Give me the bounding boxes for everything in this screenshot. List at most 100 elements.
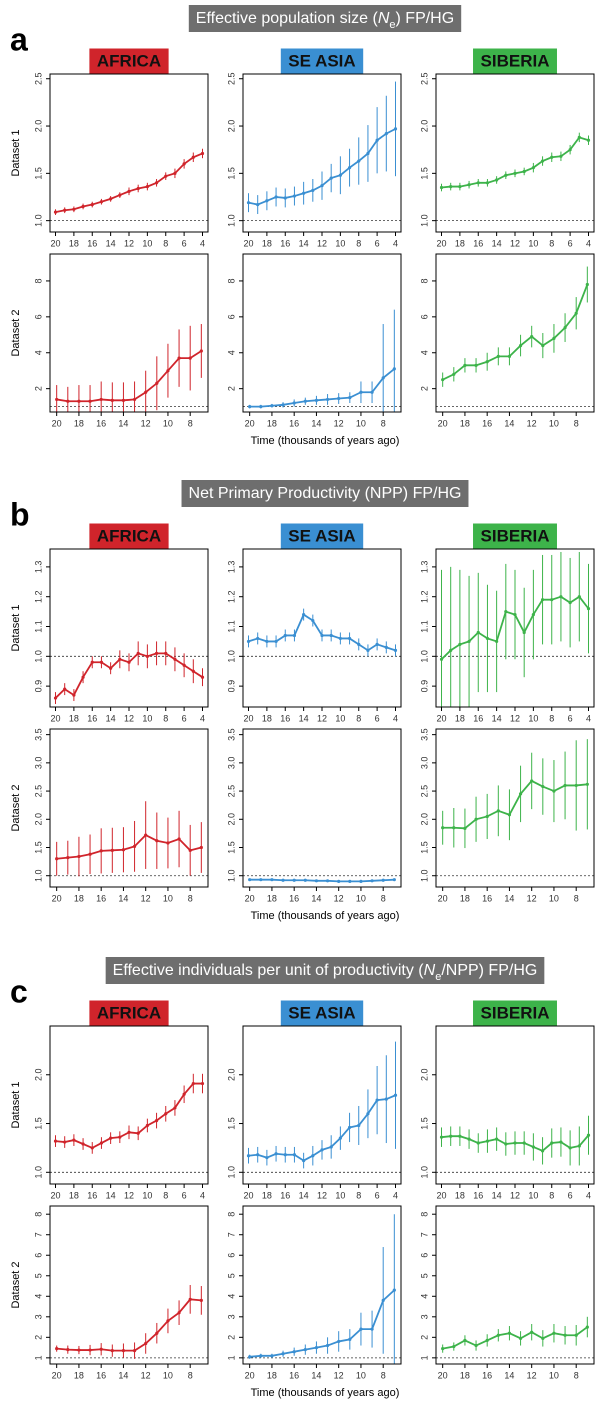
- point: [518, 792, 523, 796]
- x-axis-label: Time (thousands of years ago): [251, 1387, 400, 1399]
- point: [530, 334, 534, 339]
- chart-title: AFRICA: [97, 1003, 161, 1022]
- x-tick-label: 6: [568, 713, 573, 723]
- point: [563, 326, 567, 330]
- y-tick-label: 3: [33, 1314, 43, 1319]
- y-tick-label: 2.5: [226, 785, 236, 798]
- point: [155, 381, 159, 385]
- y-tick-label: 2: [419, 386, 429, 391]
- x-tick-label: 20: [245, 418, 255, 428]
- series-line: [249, 878, 395, 883]
- point: [366, 648, 370, 652]
- y-tick-label: 0.9: [33, 680, 43, 693]
- y-tick-label: 1.2: [33, 590, 43, 603]
- y-tick-label: 4: [419, 1294, 429, 1299]
- y-tick-label: 3.0: [226, 757, 236, 770]
- x-tick-label: 8: [549, 713, 554, 723]
- series-line: [56, 350, 202, 403]
- point: [270, 1354, 274, 1358]
- title-part: /NPP) FP/HG: [441, 962, 537, 979]
- point: [274, 639, 278, 644]
- x-tick-label: 14: [118, 418, 128, 428]
- point: [292, 1153, 297, 1157]
- x-tick-label: 8: [163, 713, 168, 723]
- y-tick-label: 1.0: [226, 214, 236, 227]
- y-tick-label: 1.2: [226, 590, 236, 603]
- x-tick-label: 10: [335, 238, 345, 248]
- x-tick-label: 12: [527, 1370, 537, 1380]
- point: [574, 783, 578, 788]
- y-axis-label: Dataset 2: [10, 784, 22, 831]
- point: [55, 857, 59, 861]
- y-tick-label: 2.0: [419, 1069, 429, 1082]
- x-tick-label: 18: [74, 418, 84, 428]
- x-tick-label: 18: [455, 238, 465, 248]
- x-tick-label: 8: [188, 1370, 193, 1380]
- x-tick-label: 20: [244, 713, 254, 723]
- point: [463, 826, 467, 830]
- x-tick-label: 10: [142, 1190, 152, 1200]
- point: [164, 174, 168, 178]
- x-tick-label: 8: [381, 893, 386, 903]
- y-tick-label: 1.1: [419, 620, 429, 633]
- point: [200, 151, 205, 156]
- x-tick-label: 16: [289, 893, 299, 903]
- point: [513, 612, 517, 617]
- y-tick-label: 1.0: [226, 650, 236, 663]
- point: [248, 1355, 252, 1359]
- point: [325, 397, 330, 402]
- y-tick-label: 1.2: [419, 590, 429, 603]
- point: [127, 1130, 131, 1134]
- point: [568, 148, 572, 152]
- point: [292, 1350, 296, 1354]
- point: [541, 784, 545, 789]
- point: [467, 183, 471, 187]
- chart-title: AFRICA: [97, 51, 161, 70]
- x-tick-label: 8: [574, 1370, 579, 1380]
- region-bg: [88, 522, 170, 551]
- point: [265, 1156, 269, 1160]
- point: [563, 783, 567, 788]
- plot-frame: [242, 728, 402, 888]
- y-tick-label: 1.0: [419, 214, 429, 227]
- x-tick-label: 8: [356, 1190, 361, 1200]
- point: [90, 1146, 94, 1150]
- y-tick-label: 5: [33, 1273, 43, 1278]
- point: [81, 204, 85, 209]
- panel-letter: a: [10, 21, 28, 57]
- plot-area: [50, 801, 208, 877]
- x-tick-label: 20: [438, 1370, 448, 1380]
- x-tick-label: 4: [200, 1190, 205, 1200]
- x-tick-label: 10: [163, 1370, 173, 1380]
- point: [467, 1137, 471, 1141]
- y-tick-label: 6: [226, 314, 236, 319]
- point: [384, 645, 388, 649]
- chart-title: SE ASIA: [288, 51, 355, 70]
- point: [191, 155, 195, 159]
- point: [347, 166, 352, 170]
- point: [552, 336, 556, 340]
- x-tick-label: 6: [375, 713, 380, 723]
- x-tick-label: 10: [356, 893, 366, 903]
- point: [540, 1149, 545, 1153]
- point: [283, 196, 287, 200]
- title-part: Effective individuals per unit of produc…: [113, 962, 425, 979]
- region-bg: [472, 47, 558, 76]
- y-tick-label: 6: [419, 314, 429, 319]
- x-tick-label: 8: [163, 1190, 168, 1200]
- y-axis-label: Dataset 1: [10, 1081, 22, 1128]
- x-tick-label: 18: [460, 418, 470, 428]
- plot-frame: [435, 253, 595, 413]
- point: [320, 1148, 324, 1152]
- y-tick-label: 2.5: [226, 72, 236, 85]
- x-tick-label: 16: [280, 238, 290, 248]
- x-tick-label: 16: [473, 1190, 483, 1200]
- point: [348, 396, 352, 400]
- plot-frame: [242, 1025, 402, 1185]
- point: [531, 166, 535, 170]
- x-tick-label: 4: [586, 713, 591, 723]
- y-tick-label: 6: [419, 1253, 429, 1258]
- x-tick-label: 8: [356, 238, 361, 248]
- point: [463, 363, 467, 367]
- point: [274, 1152, 278, 1156]
